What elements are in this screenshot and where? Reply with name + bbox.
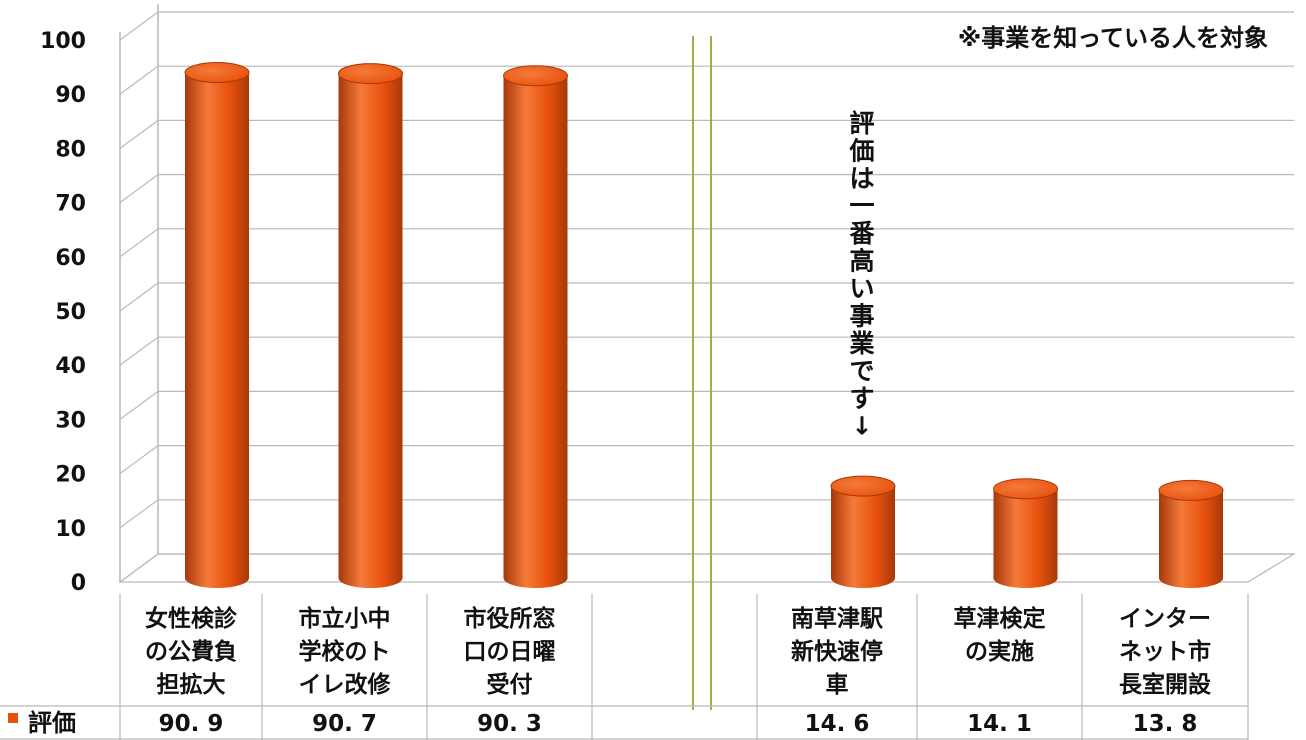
y-tick-label: 0 [71,571,86,596]
data-label: 90. 7 [312,711,377,737]
side-grid-line [119,499,159,529]
y-tick-label: 60 [55,246,86,271]
bar-top [338,63,403,85]
callout-char: 評 [849,109,874,138]
callout-char: す [849,384,874,413]
bar-layer [184,62,1224,589]
bar [830,475,896,588]
y-tick-label: 10 [55,517,86,542]
side-grid-line [119,282,159,312]
data-label: 14. 6 [805,711,870,737]
callout-char: 価 [848,137,874,166]
side-grid-line [119,65,159,95]
side-grid-line [119,174,159,204]
bar-top [503,65,568,87]
x-category-label: 担拡大 [157,672,226,698]
bar-top [1158,479,1224,501]
side-grid-line [119,11,159,41]
data-label: 14. 1 [967,711,1032,737]
callout-char: は [849,164,874,193]
x-category-label: 車 [826,672,849,698]
callout-char: 事 [849,302,874,331]
x-category-label: 口の日曜 [464,639,556,665]
x-category-label: の公費負 [145,638,237,665]
x-category-label: インター [1119,606,1211,632]
x-category-label: の実施 [965,638,1034,665]
y-tick-label: 50 [55,300,86,325]
divider-layer [692,36,712,710]
x-category-label: ネット市 [1119,638,1211,665]
bar [503,65,568,589]
x-category-label: 女性検診 [145,605,238,632]
y-tick-label: 100 [40,29,86,54]
x-category-label: 南草津駅 [791,605,883,632]
side-grid-line [119,336,159,366]
bar-top [184,62,250,84]
x-category-label: 市立小中 [299,605,391,632]
chart-floor [118,553,1297,583]
bar-body [831,486,895,588]
callout-char: 高 [849,247,874,276]
callout-char: ↓ [852,412,873,441]
bar-body [503,75,568,589]
callout-char: 一 [849,192,874,221]
data-label: 90. 9 [159,711,224,737]
bar-body [1159,490,1223,588]
bar-body [993,488,1058,588]
note-annotation: ※事業を知っている人を対象 [958,24,1268,52]
y-tick-label: 40 [55,354,86,379]
axis-layer: 0 10 20 30 40 50 60 70 80 90 100 [40,29,86,596]
bar [338,63,403,588]
side-grid-line [119,228,159,258]
x-category-label: 市役所窓 [464,605,556,632]
callout-char: い [849,274,874,303]
side-grid-line [119,119,159,149]
bar-top [993,478,1058,500]
bar-top [830,475,896,497]
y-tick-label: 70 [55,192,86,217]
y-tick-label: 90 [55,83,86,108]
x-category-label: 受付 [487,671,533,698]
x-category-label: 草津検定 [954,605,1046,632]
grid-layer [118,4,1297,583]
callout-char: 番 [848,219,875,248]
legend-swatch [8,713,18,723]
y-tick-label: 80 [55,137,86,162]
data-label: 90. 3 [477,711,542,737]
legend-label: 評価 [28,709,76,737]
bar [1158,479,1224,588]
y-tick-label: 30 [55,408,86,433]
y-tick-label: 20 [55,463,86,488]
side-grid-line [119,445,159,475]
bar-body [185,72,249,589]
bar [184,62,250,589]
x-category-label: イレ改修 [299,671,392,698]
data-label: 13. 8 [1133,711,1198,737]
callout-char: 業 [849,329,874,358]
x-category-label: 新快速停 [791,638,883,665]
bar-body [338,73,403,588]
x-category-label: 長室開設 [1119,671,1212,698]
side-grid-line [119,390,159,420]
x-category-label: 学校のト [299,638,391,665]
bar [993,478,1058,588]
callout-char: で [849,357,874,386]
